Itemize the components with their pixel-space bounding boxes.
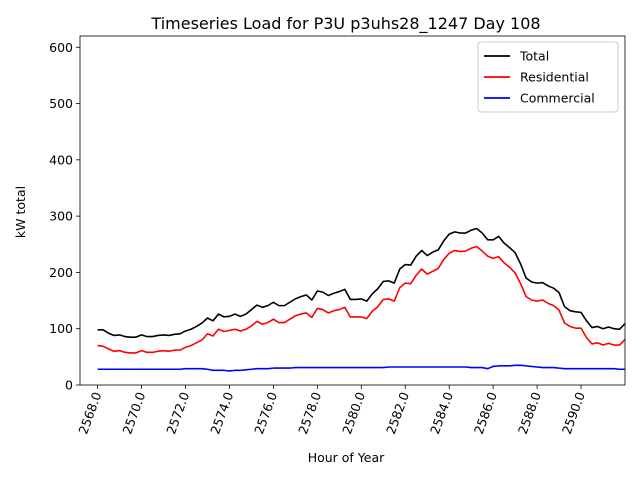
chart-title: Timeseries Load for P3U p3uhs28_1247 Day…: [150, 14, 540, 34]
x-axis-label: Hour of Year: [308, 450, 385, 465]
x-tick-label: 2574.0: [207, 390, 236, 436]
plot-frame: [79, 35, 626, 386]
x-tick-label: 2568.0: [75, 390, 104, 436]
x-tick-label: 2576.0: [251, 390, 280, 436]
y-tick-label: 100: [49, 321, 73, 336]
x-tick-label: 2578.0: [295, 390, 324, 436]
legend-label-commercial: Commercial: [520, 91, 595, 106]
legend-box: [477, 41, 619, 113]
y-axis-label: kW total: [13, 186, 28, 238]
x-tick-label: 2582.0: [383, 390, 412, 436]
series-line-residential: [97, 245, 626, 354]
x-tick-label: 2572.0: [163, 390, 192, 436]
x-tick-label: 2586.0: [471, 390, 500, 436]
y-tick-label: 500: [49, 96, 73, 111]
y-tick-label: 200: [49, 265, 73, 280]
x-tick-label: 2590.0: [559, 390, 588, 436]
x-tick-label: 2570.0: [119, 390, 148, 436]
legend-label-residential: Residential: [520, 70, 589, 85]
series-line-total: [97, 227, 626, 338]
x-tick-label: 2588.0: [515, 390, 544, 436]
x-tick-label: 2580.0: [339, 390, 368, 436]
x-tick-label: 2584.0: [427, 390, 456, 436]
y-tick-label: 300: [49, 209, 73, 224]
y-tick-label: 400: [49, 152, 73, 167]
y-tick-label: 0: [65, 378, 73, 393]
legend: Total Residential Commercial: [477, 41, 619, 113]
y-tick-label: 600: [49, 40, 73, 55]
legend-label-total: Total: [519, 49, 549, 64]
series-line-commercial: [97, 364, 625, 372]
